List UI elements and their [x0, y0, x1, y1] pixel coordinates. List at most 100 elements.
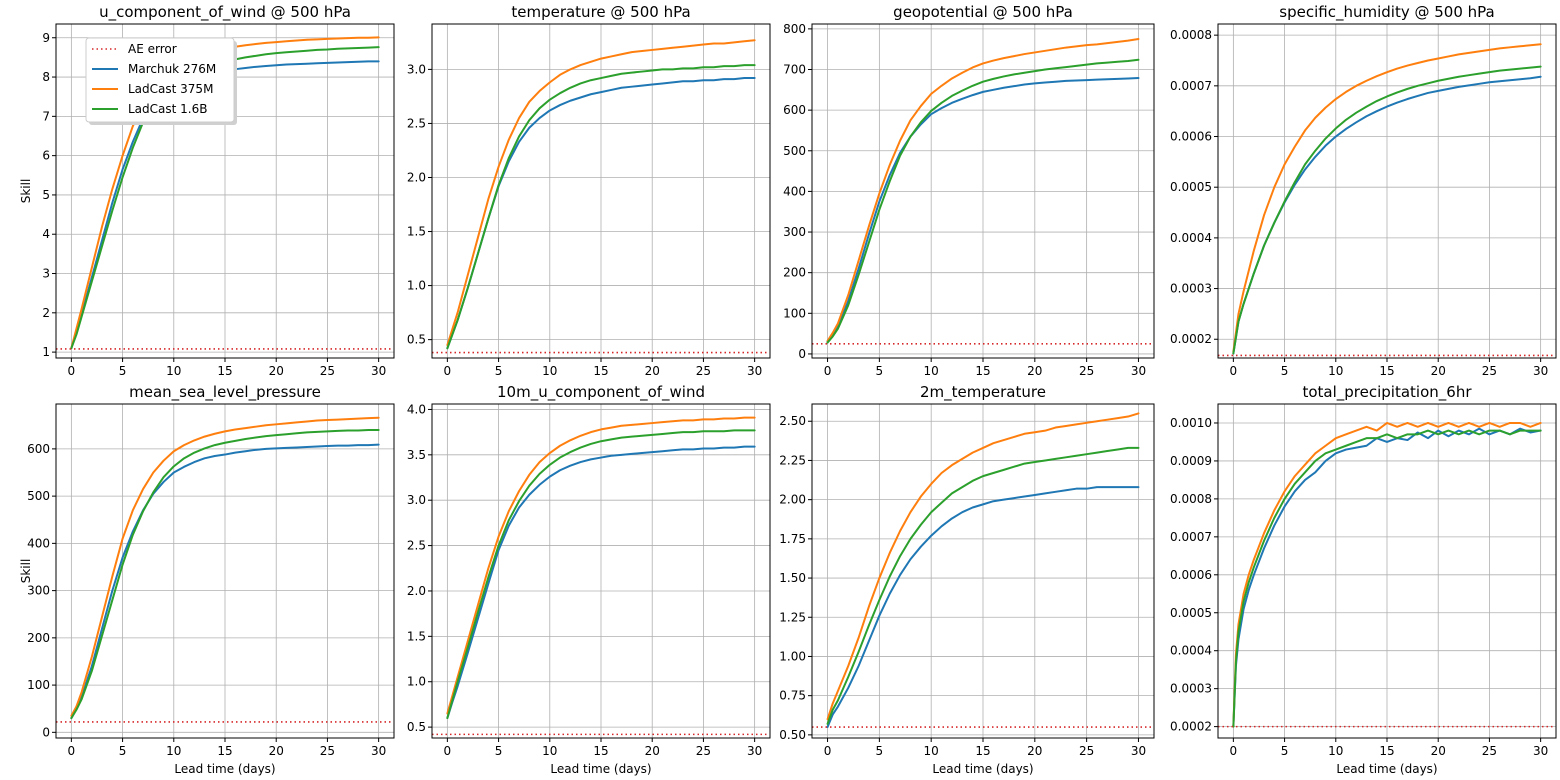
y-tick-label: 1.0 — [407, 279, 426, 293]
series-line-ladcast16 — [826, 446, 1140, 725]
y-tick-label: 200 — [27, 631, 50, 645]
y-tick-label: 2.0 — [407, 584, 426, 598]
x-tick-label: 0 — [68, 364, 76, 378]
x-tick-label: 20 — [269, 364, 284, 378]
x-tick-label: 5 — [119, 364, 127, 378]
y-tick-label: 100 — [783, 306, 806, 320]
y-tick-label: 0.5 — [407, 333, 426, 347]
x-tick-label: 15 — [217, 744, 232, 758]
series-line-ladcast16 — [1232, 65, 1542, 355]
x-tick-label: 5 — [119, 744, 127, 758]
y-tick-label: 7 — [42, 109, 50, 123]
y-tick-label: 2 — [42, 306, 50, 320]
y-tick-label: 1.75 — [779, 532, 806, 546]
y-tick-label: 0.0007 — [1170, 530, 1212, 544]
y-tick-label: 9 — [42, 31, 50, 45]
series-line-marchuk — [446, 445, 756, 720]
x-tick-label: 15 — [217, 364, 232, 378]
series-line-ladcast16 — [70, 428, 380, 720]
y-tick-label: 800 — [783, 22, 806, 36]
panel-8: 0 5 10 15 20 25 30 0.0002 0.0003 0.0004 0.0005 0.00… — [1170, 383, 1557, 776]
data-layer — [812, 412, 1154, 729]
x-tick-label: 30 — [1131, 364, 1146, 378]
x-tick-label: 0 — [68, 744, 76, 758]
y-tick-label: 0.0002 — [1170, 332, 1212, 346]
y-tick-label: 0.0007 — [1170, 79, 1212, 93]
y-tick-label: 3.0 — [407, 493, 426, 507]
series-line-ladcast375 — [826, 412, 1140, 721]
x-axis-label: Lead time (days) — [1336, 762, 1437, 776]
y-tick-label: 1 — [42, 345, 50, 359]
x-tick-label: 25 — [1079, 364, 1094, 378]
y-tick-label: 0.0008 — [1170, 28, 1212, 42]
x-tick-label: 10 — [1328, 744, 1343, 758]
y-tick-label: 2.00 — [779, 493, 806, 507]
x-tick-label: 15 — [1379, 364, 1394, 378]
x-tick-label: 30 — [371, 364, 386, 378]
x-tick-label: 10 — [924, 364, 939, 378]
y-tick-label: 0.75 — [779, 689, 806, 703]
panel-title: mean_sea_level_pressure — [129, 383, 321, 402]
panel-4: 0 5 10 15 20 25 30 0.0002 0.0003 0.0004 0.0005 0.00… — [1170, 3, 1557, 378]
y-tick-label: 0.0005 — [1170, 180, 1212, 194]
series-line-ladcast375 — [1232, 421, 1542, 728]
data-layer — [432, 416, 770, 736]
legend-label-ladcast375: LadCast 375M — [128, 82, 213, 96]
x-tick-label: 20 — [645, 744, 660, 758]
y-axis-label: Skill — [19, 559, 33, 584]
y-tick-label: 0.0009 — [1170, 454, 1212, 468]
y-tick-label: 0 — [798, 347, 806, 361]
x-tick-label: 30 — [1533, 364, 1548, 378]
series-line-ladcast16 — [446, 429, 756, 720]
x-tick-label: 30 — [1533, 744, 1548, 758]
x-tick-label: 0 — [444, 364, 452, 378]
legend-label-marchuk: Marchuk 276M — [128, 62, 216, 76]
x-tick-label: 10 — [166, 364, 181, 378]
data-layer — [56, 416, 394, 723]
panel-7: 0 5 10 15 20 25 30 0.50 0.75 1.00 1.25 1.50 1.75 2.00… — [779, 383, 1155, 776]
y-tick-label: 0.0002 — [1170, 720, 1212, 734]
x-tick-label: 25 — [696, 744, 711, 758]
y-tick-label: 1.5 — [407, 629, 426, 643]
y-tick-label: 2.50 — [779, 414, 806, 428]
series-line-ladcast16 — [446, 64, 756, 350]
legend-box — [85, 37, 235, 123]
x-tick-label: 10 — [166, 744, 181, 758]
x-tick-label: 15 — [975, 364, 990, 378]
x-tick-label: 15 — [593, 744, 608, 758]
x-tick-label: 0 — [444, 744, 452, 758]
series-line-ladcast375 — [70, 416, 380, 717]
y-tick-label: 1.5 — [407, 225, 426, 239]
panel-title: total_precipitation_6hr — [1302, 383, 1472, 402]
y-tick-label: 2.5 — [407, 539, 426, 553]
x-tick-label: 5 — [876, 744, 884, 758]
x-tick-label: 20 — [645, 364, 660, 378]
x-tick-label: 20 — [1027, 364, 1042, 378]
panel-3: 0 5 10 15 20 25 300100200300400500600700800geo… — [783, 3, 1155, 378]
x-tick-label: 25 — [1482, 364, 1497, 378]
x-tick-label: 15 — [975, 744, 990, 758]
y-tick-label: 3.5 — [407, 448, 426, 462]
y-tick-label: 8 — [42, 70, 50, 84]
legend: AE error Marchuk 276M LadCast 375M LadCast … — [85, 37, 237, 125]
x-tick-label: 5 — [495, 744, 503, 758]
y-tick-label: 0.0004 — [1170, 231, 1212, 245]
legend-label-ae_error: AE error — [128, 42, 177, 56]
x-tick-label: 20 — [1431, 364, 1446, 378]
y-tick-label: 600 — [27, 442, 50, 456]
x-tick-label: 0 — [1230, 744, 1238, 758]
panel-title: 2m_temperature — [920, 383, 1046, 402]
series-line-marchuk — [826, 486, 1140, 729]
x-tick-label: 25 — [320, 364, 335, 378]
x-tick-label: 5 — [495, 364, 503, 378]
x-tick-label: 25 — [696, 364, 711, 378]
y-tick-label: 2.5 — [407, 116, 426, 130]
y-tick-label: 300 — [783, 225, 806, 239]
y-tick-label: 0.5 — [407, 720, 426, 734]
y-tick-label: 400 — [27, 536, 50, 550]
x-axis-label: Lead time (days) — [932, 762, 1033, 776]
panel-2: 0 5 10 15 20 25 30 0.5 1.0 1.5 2.0 2.5 3.0 temperatur… — [407, 3, 771, 378]
x-tick-label: 15 — [1379, 744, 1394, 758]
panel-title: 10m_u_component_of_wind — [497, 383, 705, 402]
y-tick-label: 1.50 — [779, 571, 806, 585]
